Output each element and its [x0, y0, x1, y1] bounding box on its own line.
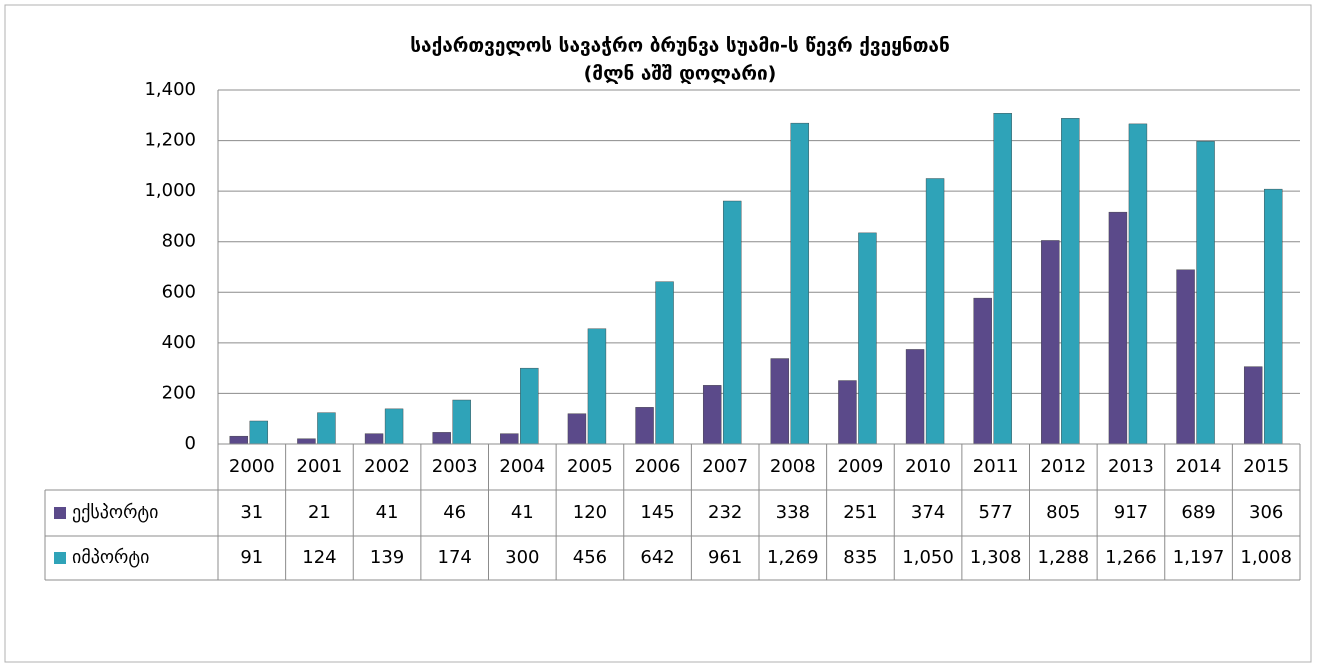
x-tick-label: 2014: [1176, 456, 1222, 477]
bar: [838, 380, 857, 445]
table-value: 1,197: [1173, 547, 1225, 568]
bar: [432, 432, 451, 445]
x-tick-label: 2003: [432, 456, 478, 477]
bar: [925, 178, 945, 445]
x-tick-label: 2002: [364, 456, 410, 477]
table-value: 577: [979, 502, 1013, 523]
chart-title: საქართველოს სავაჭრო ბრუნვა სუამი-ს წევრ …: [410, 35, 950, 57]
bar: [384, 408, 404, 445]
chart-subtitle: (მლნ აშშ დოლარი): [584, 63, 777, 85]
table-value: 232: [708, 502, 742, 523]
bar: [770, 358, 790, 445]
x-tick-label: 2004: [499, 456, 545, 477]
x-tick-label: 2006: [635, 456, 681, 477]
bar: [790, 122, 810, 445]
bar: [702, 385, 722, 445]
x-tick-label: 2011: [973, 456, 1019, 477]
table-value: 1,266: [1105, 547, 1157, 568]
bar: [1176, 269, 1195, 445]
y-tick-label: 800: [162, 231, 196, 252]
table-value: 1,269: [767, 547, 819, 568]
bar: [567, 413, 587, 445]
bar: [905, 349, 925, 445]
x-tick-label: 2008: [770, 456, 816, 477]
bar: [1108, 211, 1128, 445]
y-tick-label: 1,000: [144, 180, 196, 201]
table-value: 805: [1046, 502, 1080, 523]
bar: [317, 412, 336, 445]
table-value: 251: [843, 502, 877, 523]
bar: [1128, 123, 1148, 445]
x-tick-label: 2001: [297, 456, 343, 477]
bar: [500, 433, 519, 445]
bar: [1061, 118, 1080, 445]
bar: [655, 281, 674, 445]
table-value: 689: [1181, 502, 1215, 523]
bar: [520, 367, 539, 445]
table-value: 31: [240, 502, 263, 523]
x-tick-label: 2015: [1243, 456, 1289, 477]
table-value: 300: [505, 547, 539, 568]
bar: [297, 438, 316, 445]
bar: [1263, 188, 1283, 445]
bar: [993, 113, 1012, 445]
x-tick-label: 2007: [702, 456, 748, 477]
bar: [1243, 366, 1263, 445]
table-value: 91: [240, 547, 263, 568]
table-value: 46: [443, 502, 466, 523]
bar: [452, 399, 471, 445]
table-value: 145: [640, 502, 674, 523]
table-value: 120: [573, 502, 607, 523]
legend-label: ექსპორტი: [72, 502, 158, 523]
table-value: 917: [1114, 502, 1148, 523]
y-tick-label: 200: [162, 382, 196, 403]
table-value: 41: [511, 502, 534, 523]
table-value: 338: [776, 502, 810, 523]
y-tick-label: 600: [162, 281, 196, 302]
x-tick-label: 2010: [905, 456, 951, 477]
table-value: 1,008: [1240, 547, 1292, 568]
bar: [973, 297, 992, 445]
y-tick-label: 1,200: [144, 130, 196, 151]
table-value: 374: [911, 502, 945, 523]
table-value: 139: [370, 547, 404, 568]
bar: [364, 433, 384, 445]
legend-label: იმპორტი: [72, 547, 149, 568]
table-value: 41: [376, 502, 399, 523]
y-tick-label: 1,400: [144, 79, 196, 100]
y-tick-label: 400: [162, 332, 196, 353]
x-tick-label: 2009: [838, 456, 884, 477]
table-value: 961: [708, 547, 742, 568]
bar: [635, 407, 654, 445]
table-value: 456: [573, 547, 607, 568]
table-value: 1,050: [902, 547, 954, 568]
table-value: 124: [302, 547, 336, 568]
bar: [249, 420, 269, 445]
bar: [587, 328, 607, 445]
x-tick-label: 2000: [229, 456, 275, 477]
x-tick-label: 2005: [567, 456, 613, 477]
bar: [229, 435, 249, 445]
table-value: 21: [308, 502, 331, 523]
x-tick-label: 2012: [1040, 456, 1086, 477]
table-value: 1,288: [1038, 547, 1090, 568]
bar: [722, 200, 742, 445]
legend-swatch: [54, 507, 66, 519]
table-value: 306: [1249, 502, 1283, 523]
x-tick-label: 2013: [1108, 456, 1154, 477]
table-value: 835: [843, 547, 877, 568]
bar: [1196, 141, 1215, 445]
table-value: 174: [438, 547, 472, 568]
bar: [858, 232, 877, 445]
legend-swatch: [54, 552, 66, 564]
y-tick-label: 0: [185, 433, 196, 454]
table-value: 642: [640, 547, 674, 568]
bar: [1041, 240, 1060, 445]
table-value: 1,308: [970, 547, 1022, 568]
